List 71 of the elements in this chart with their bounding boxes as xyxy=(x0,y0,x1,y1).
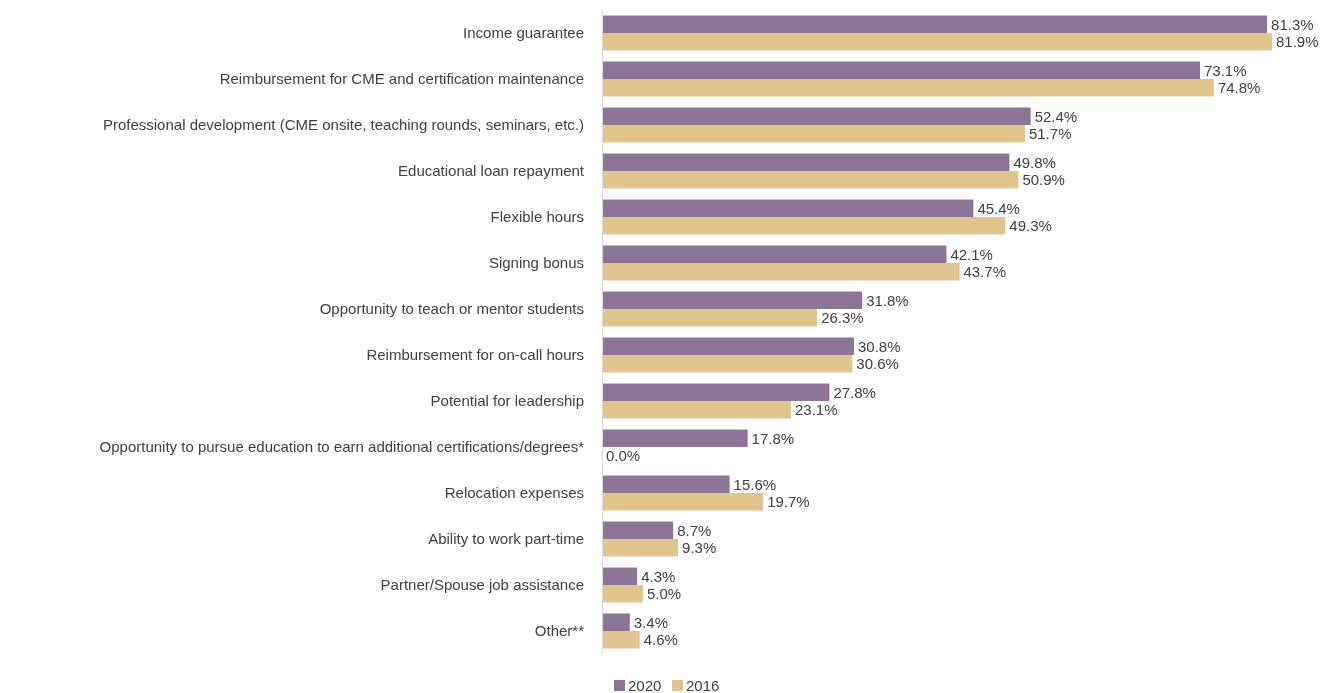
data-label: 8.7% xyxy=(677,521,712,539)
bar xyxy=(602,61,1201,79)
y-tick-label: Partner/Spouse job assistance xyxy=(380,575,584,593)
data-label: 49.8% xyxy=(1013,153,1056,171)
y-tick-label: Professional development (CME onsite, teaching rounds, seminars, etc.) xyxy=(102,115,584,133)
data-label: 43.7% xyxy=(963,262,1007,280)
bar xyxy=(602,567,638,585)
bar xyxy=(602,631,640,649)
data-label: 23.1% xyxy=(794,400,838,418)
data-label: 15.6% xyxy=(733,475,777,493)
bar xyxy=(602,107,1031,125)
bar xyxy=(602,401,791,419)
bar xyxy=(602,263,960,281)
data-label: 45.4% xyxy=(977,199,1020,217)
y-tick-label: Potential for leadership xyxy=(430,391,584,409)
bar xyxy=(602,309,818,327)
bar xyxy=(602,245,947,263)
bar xyxy=(602,291,863,309)
bar xyxy=(602,337,854,355)
y-tick-label: Educational loan repayment xyxy=(398,161,585,179)
y-tick-label: Opportunity to pursue education to earn additional certifications/degrees* xyxy=(99,437,585,455)
y-tick-label: Ability to work part-time xyxy=(428,529,584,547)
bar xyxy=(602,125,1025,143)
legend-label: 2020 xyxy=(628,677,662,693)
bar xyxy=(602,15,1268,33)
data-label: 3.4% xyxy=(633,613,669,631)
bar xyxy=(602,613,630,631)
bar xyxy=(602,383,830,401)
bar xyxy=(602,493,764,511)
data-label: 74.8% xyxy=(1217,78,1261,96)
data-label: 42.1% xyxy=(950,245,993,263)
bar xyxy=(602,521,674,539)
data-label: 30.6% xyxy=(856,354,899,372)
y-tick-label: Signing bonus xyxy=(488,253,584,271)
data-label: 49.3% xyxy=(1009,216,1052,234)
bar xyxy=(602,429,748,447)
data-label: 26.3% xyxy=(821,308,864,326)
data-label: 4.6% xyxy=(643,630,678,648)
bar xyxy=(602,153,1010,171)
data-label: 81.9% xyxy=(1276,32,1319,50)
data-label: 73.1% xyxy=(1204,61,1247,79)
data-label: 9.3% xyxy=(682,538,717,556)
data-label: 0.0% xyxy=(606,446,641,464)
bar xyxy=(602,199,974,217)
data-label: 17.8% xyxy=(751,429,795,447)
data-label: 50.9% xyxy=(1022,170,1065,188)
data-label: 4.3% xyxy=(641,567,676,585)
data-label: 52.4% xyxy=(1034,107,1078,125)
data-label: 81.3% xyxy=(1271,15,1314,33)
y-tick-label: Opportunity to teach or mentor students xyxy=(319,299,584,317)
y-tick-label: Relocation expenses xyxy=(444,483,584,501)
data-label: 5.0% xyxy=(646,584,682,602)
bar xyxy=(602,171,1019,189)
data-label: 19.7% xyxy=(767,492,810,510)
data-label: 27.8% xyxy=(833,383,876,401)
bar xyxy=(602,217,1006,235)
y-tick-label: Other** xyxy=(534,621,585,639)
y-tick-label: Income guarantee xyxy=(463,23,584,41)
y-tick-label: Reimbursement for on-call hours xyxy=(366,345,584,363)
y-tick-label: Reimbursement for CME and certification maintenance xyxy=(219,69,584,87)
data-label: 31.8% xyxy=(866,291,909,309)
bar xyxy=(602,585,643,603)
bar xyxy=(602,355,853,373)
bar xyxy=(602,33,1272,51)
bar xyxy=(602,475,730,493)
y-tick-label: Flexible hours xyxy=(490,207,584,225)
bar xyxy=(602,539,679,557)
bar xyxy=(602,79,1214,97)
data-label: 30.8% xyxy=(857,337,901,355)
data-label: 51.7% xyxy=(1028,124,1072,142)
legend-label: 2016 xyxy=(686,677,720,693)
